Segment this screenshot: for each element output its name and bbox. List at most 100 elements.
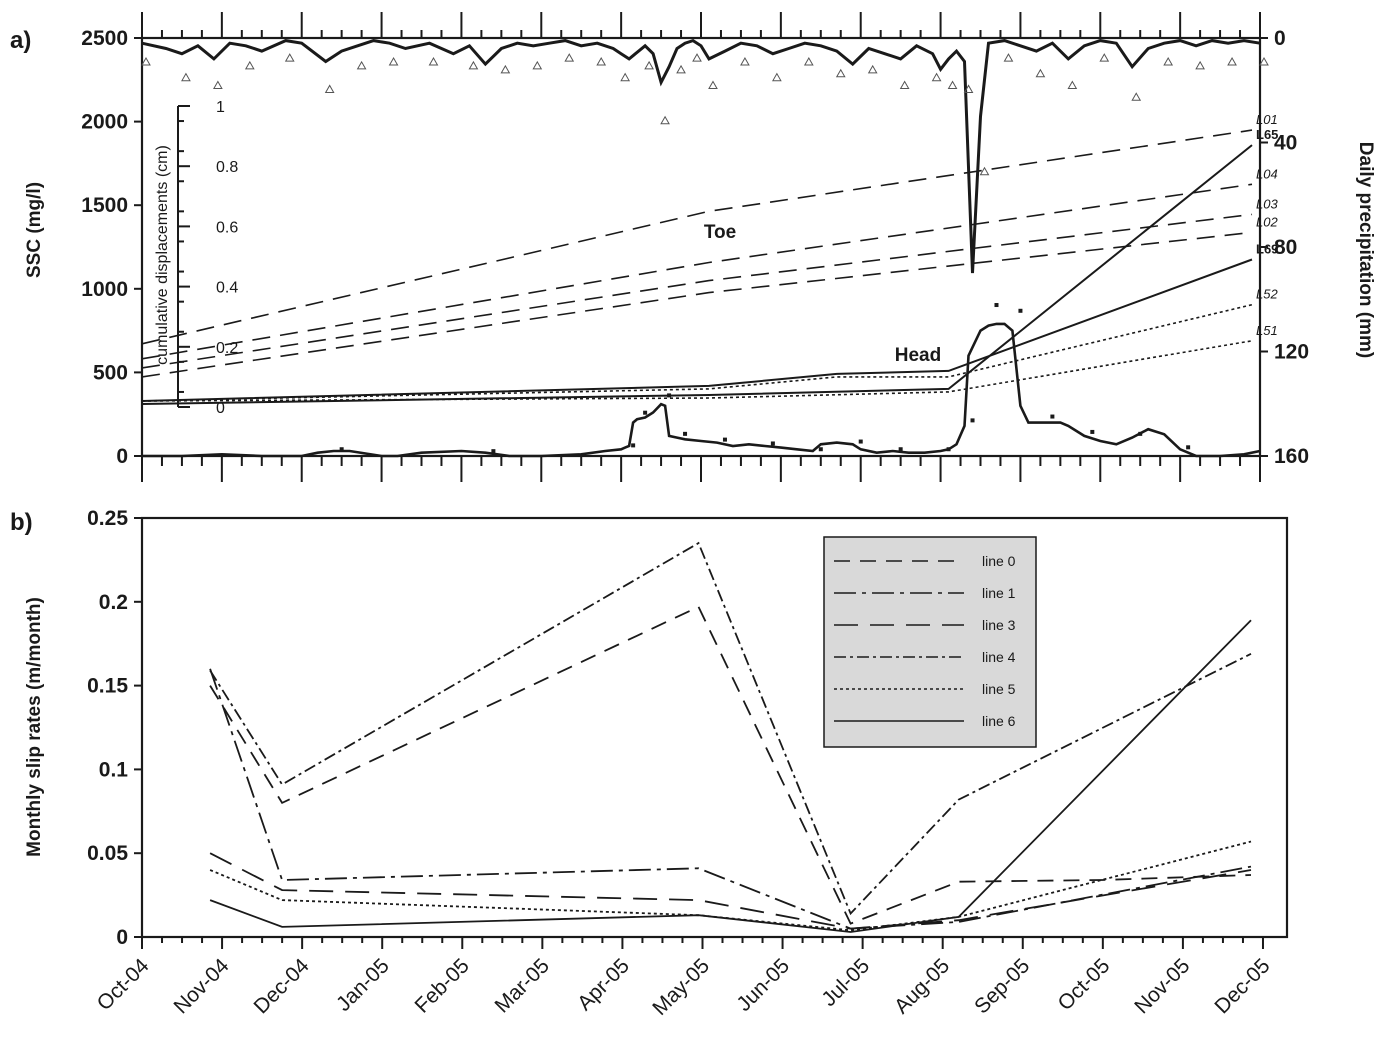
precipitation-marker xyxy=(899,80,910,90)
ssc-sample-point xyxy=(491,449,496,454)
precipitation-marker xyxy=(564,53,575,62)
legend-label: line 0 xyxy=(982,553,1016,569)
displacement-line-l69 xyxy=(141,258,1253,402)
slip-line-line-0 xyxy=(209,605,1252,925)
panel-a: a) SSC (mg/l) Daily precipitation (mm) c… xyxy=(10,12,1376,482)
precipitation-marker xyxy=(660,115,670,125)
inset-tick-label: 0.8 xyxy=(216,159,238,176)
precipitation-marker xyxy=(931,72,942,82)
ssc-sample-point xyxy=(858,439,863,444)
ssc-sample-point xyxy=(683,431,688,436)
legend-box xyxy=(823,536,1037,748)
ssc-sample-point xyxy=(970,418,975,423)
precipitation-marker xyxy=(324,84,335,93)
displacement-line-l01 xyxy=(141,129,1253,345)
slip-tick-label: 0 xyxy=(116,926,128,949)
month-label: Aug-05 xyxy=(890,954,954,1018)
ssc-sample-point xyxy=(818,447,823,452)
ssc-tick-label: 2500 xyxy=(81,27,128,50)
ssc-sample-point xyxy=(643,410,648,415)
ssc-sample-point xyxy=(1090,429,1095,434)
precipitation-marker xyxy=(1163,57,1174,66)
month-label: Feb-05 xyxy=(410,954,473,1017)
ssc-tick-label: 500 xyxy=(93,361,128,384)
precipitation-marker xyxy=(1259,57,1269,66)
precipitation-marker xyxy=(596,57,607,66)
month-label: Jul-05 xyxy=(817,954,874,1011)
month-label: Nov-05 xyxy=(1130,954,1194,1018)
precipitation-marker xyxy=(620,72,631,82)
precipitation-marker xyxy=(835,68,846,78)
legend-label: line 3 xyxy=(982,617,1016,633)
ssc-sample-point xyxy=(770,441,775,446)
precipitation-marker xyxy=(740,57,750,66)
precipitation-marker xyxy=(141,57,151,66)
gauge-label-l01: L01 xyxy=(1256,112,1278,127)
panel-a-frame xyxy=(140,36,1262,458)
month-label: Nov-04 xyxy=(169,954,233,1018)
month-label: Jun-05 xyxy=(732,954,794,1016)
slip-axis-label: Monthly slip rates (m/month) xyxy=(24,597,45,857)
ssc-sample-point xyxy=(994,303,999,308)
precipitation-marker xyxy=(1131,92,1142,101)
head-annotation: Head xyxy=(895,345,941,366)
ssc-sample-point xyxy=(339,447,344,452)
gauge-label-l52: L52 xyxy=(1256,287,1278,302)
ssc-sample-point xyxy=(667,393,672,398)
precipitation-marker xyxy=(532,60,543,70)
precipitation-marker xyxy=(963,84,974,93)
ssc-line xyxy=(142,322,1261,458)
precipitation-marker xyxy=(1099,53,1110,62)
slip-line-line-4 xyxy=(209,541,1252,916)
inset-axis-label: cumulative displacements (cm) xyxy=(154,145,171,365)
month-label: Sep-05 xyxy=(970,954,1034,1018)
ssc-tick-label: 1500 xyxy=(81,194,128,217)
ssc-sample-point xyxy=(722,437,727,442)
month-label: Apr-05 xyxy=(573,954,634,1015)
precipitation-marker xyxy=(468,60,479,70)
legend: line 0 line 1 line 3 line 4 line 5 line 6 xyxy=(823,536,1037,748)
slip-line-line-3 xyxy=(209,852,1252,930)
panel-a-label: a) xyxy=(10,27,31,54)
ssc-sample-point xyxy=(1186,445,1191,450)
slip-tick-label: 0.2 xyxy=(99,591,128,614)
month-label: Oct-04 xyxy=(93,954,154,1015)
precip-tick-label: 80 xyxy=(1274,236,1297,259)
precipitation-marker xyxy=(692,53,702,62)
precipitation-marker xyxy=(244,60,255,70)
slip-line-line-1 xyxy=(209,668,1252,930)
panel-b-plot: 0 0.05 0.1 0.15 0.2 0.25 Oct-04 Nov-04 Dec-04 Jan… xyxy=(87,507,1289,1020)
precip-tick-label: 160 xyxy=(1274,445,1309,468)
gauge-label-l51: L51 xyxy=(1256,323,1278,338)
precip-tick-label: 40 xyxy=(1274,132,1297,155)
precipitation-marker xyxy=(356,60,367,70)
precipitation-marker xyxy=(500,64,511,74)
precipitation-marker xyxy=(1195,60,1205,70)
displacement-line-l02 xyxy=(141,231,1253,378)
precipitation-marker xyxy=(1067,80,1078,90)
inset-tick-label: 0 xyxy=(216,400,225,417)
ssc-tick-label: 2000 xyxy=(81,111,128,134)
ssc-sample-point xyxy=(1050,414,1055,419)
gauge-label-l02: L02 xyxy=(1256,214,1278,229)
precipitation-marker xyxy=(708,80,718,90)
slip-line-line-5 xyxy=(209,840,1252,932)
precipitation-line xyxy=(141,38,1261,274)
gauge-label-l69: L69 xyxy=(1256,242,1278,257)
slip-tick-label: 0.25 xyxy=(87,507,128,530)
precipitation-marker xyxy=(772,72,782,82)
precipitation-marker xyxy=(867,64,878,74)
precipitation-marker xyxy=(213,80,223,90)
legend-label: line 6 xyxy=(982,713,1016,729)
gauge-label-l65: L65 xyxy=(1256,127,1278,142)
displacement-line-l03 xyxy=(141,213,1253,369)
gauge-label-l03: L03 xyxy=(1256,196,1278,211)
month-label: Dec-04 xyxy=(250,954,314,1018)
ssc-sample-point xyxy=(898,447,903,452)
precipitation-marker xyxy=(979,166,990,176)
precipitation-marker xyxy=(1227,57,1237,66)
precipitation-marker xyxy=(1035,68,1046,78)
